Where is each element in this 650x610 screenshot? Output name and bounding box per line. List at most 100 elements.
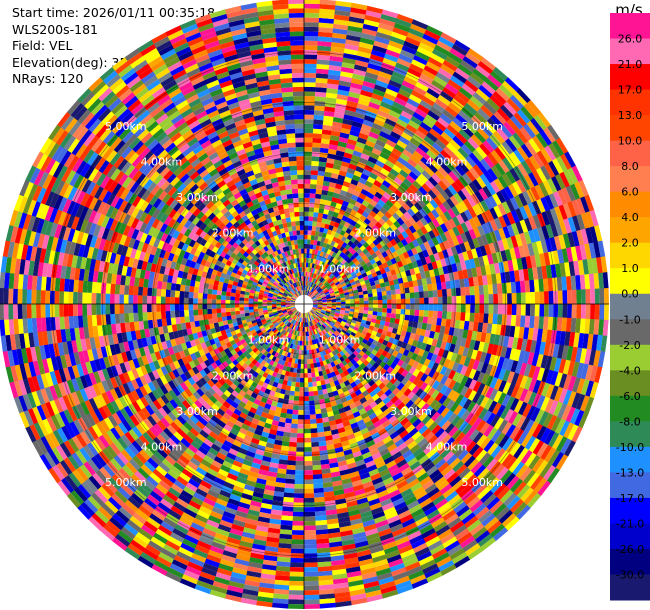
velocity-gate — [228, 368, 236, 376]
velocity-gate — [172, 254, 179, 263]
velocity-gate — [282, 355, 287, 362]
velocity-gate — [274, 289, 280, 293]
velocity-gate — [266, 320, 272, 325]
velocity-gate — [235, 314, 241, 319]
velocity-gate — [262, 309, 268, 313]
velocity-gate — [409, 332, 416, 340]
velocity-gate — [262, 219, 269, 226]
velocity-gate — [297, 359, 302, 364]
velocity-gate — [255, 252, 261, 259]
velocity-gate — [354, 342, 361, 348]
velocity-gate — [346, 167, 356, 175]
velocity-gate — [304, 174, 311, 180]
velocity-gate — [284, 283, 289, 288]
velocity-gate — [388, 184, 398, 193]
velocity-gate — [147, 391, 157, 403]
velocity-gate — [236, 168, 246, 177]
velocity-gate — [268, 330, 274, 335]
velocity-gate — [291, 297, 296, 301]
velocity-gate — [455, 244, 463, 255]
velocity-gate — [404, 436, 415, 447]
velocity-gate — [321, 307, 327, 310]
velocity-gate — [307, 291, 310, 296]
velocity-gate — [322, 120, 334, 126]
velocity-gate — [375, 424, 385, 433]
velocity-gate — [239, 300, 244, 304]
velocity-gate — [284, 291, 289, 295]
velocity-gate — [330, 274, 335, 280]
velocity-gate — [339, 264, 346, 270]
velocity-gate — [342, 200, 350, 207]
velocity-gate — [262, 304, 268, 307]
velocity-gate — [334, 207, 341, 214]
velocity-gate — [346, 283, 352, 288]
velocity-gate — [237, 282, 243, 288]
velocity-gate — [292, 325, 296, 330]
velocity-gate — [223, 278, 230, 284]
velocity-gate — [412, 231, 421, 240]
velocity-gate — [268, 247, 274, 254]
velocity-gate — [199, 230, 207, 239]
velocity-gate — [266, 374, 272, 380]
velocity-gate — [241, 136, 252, 145]
velocity-gate — [163, 348, 171, 357]
velocity-gate — [294, 316, 298, 321]
velocity-gate — [238, 257, 245, 264]
velocity-gate — [315, 286, 320, 291]
velocity-gate — [301, 280, 304, 286]
velocity-gate — [283, 361, 289, 367]
velocity-gate — [285, 276, 289, 282]
velocity-gate — [387, 172, 397, 181]
velocity-gate — [297, 239, 301, 245]
velocity-gate — [276, 129, 287, 136]
velocity-gate — [226, 287, 232, 293]
velocity-gate — [446, 334, 454, 344]
velocity-gate — [159, 375, 168, 385]
velocity-gate — [379, 416, 389, 425]
velocity-gate — [307, 230, 312, 236]
velocity-gate — [283, 175, 292, 181]
velocity-gate — [145, 244, 154, 254]
velocity-gate — [305, 317, 307, 323]
velocity-gate — [312, 464, 322, 471]
velocity-gate — [268, 312, 274, 316]
velocity-gate — [250, 273, 256, 279]
velocity-gate — [340, 309, 346, 313]
velocity-gate — [367, 328, 373, 335]
velocity-gate — [174, 262, 181, 271]
velocity-gate — [321, 278, 326, 284]
velocity-gate — [313, 478, 323, 484]
velocity-gate — [427, 377, 437, 388]
velocity-gate — [324, 264, 330, 270]
velocity-gate — [266, 347, 272, 353]
velocity-gate — [253, 202, 261, 210]
velocity-gate — [253, 308, 259, 312]
velocity-gate — [333, 222, 340, 228]
velocity-gate — [309, 316, 312, 322]
velocity-gate — [383, 237, 391, 245]
velocity-gate — [215, 388, 224, 397]
velocity-gate — [466, 348, 474, 359]
velocity-gate — [343, 269, 349, 275]
velocity-gate — [315, 264, 319, 270]
velocity-gate — [405, 199, 414, 209]
velocity-gate — [336, 319, 342, 323]
velocity-gate — [304, 183, 311, 189]
velocity-gate — [286, 287, 291, 292]
velocity-gate — [347, 187, 355, 195]
velocity-gate — [218, 244, 226, 252]
velocity-gate — [248, 362, 255, 369]
velocity-gate — [358, 375, 366, 383]
velocity-gate — [160, 296, 166, 304]
velocity-gate — [474, 285, 480, 296]
velocity-gate — [291, 278, 295, 284]
velocity-gate — [217, 255, 224, 262]
velocity-gate — [380, 316, 387, 322]
velocity-gate — [279, 328, 284, 333]
velocity-gate — [471, 330, 478, 341]
velocity-gate — [263, 345, 270, 351]
velocity-gate — [242, 459, 253, 467]
velocity-gate — [404, 364, 413, 373]
velocity-gate — [319, 375, 325, 381]
velocity-gate — [473, 340, 481, 351]
